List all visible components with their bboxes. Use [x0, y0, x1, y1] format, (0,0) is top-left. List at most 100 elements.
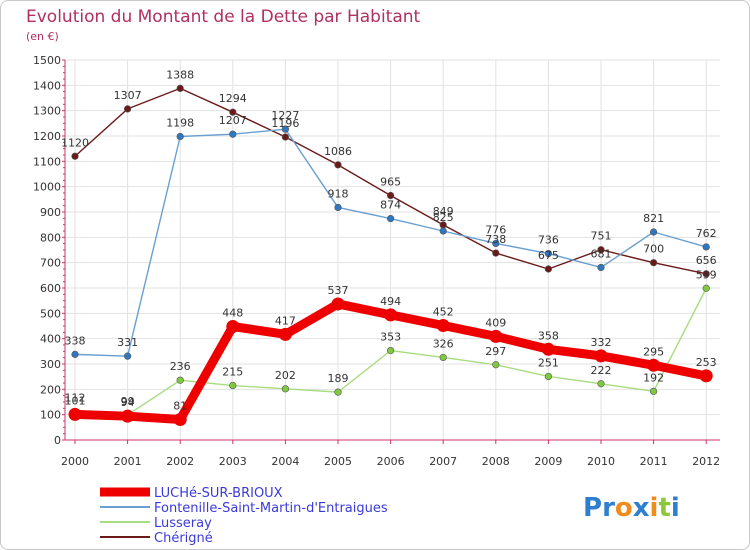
data-point: [334, 388, 342, 396]
data-point: [597, 246, 605, 254]
data-label: 1294: [219, 92, 247, 105]
legend-label: LUCHé-SUR-BRIOUX: [154, 486, 283, 501]
proxiti-logo: Proxiti: [583, 493, 680, 523]
data-point: [278, 327, 292, 341]
data-point: [387, 214, 395, 223]
logo-letter: r: [602, 493, 615, 523]
data-point: [387, 346, 395, 355]
data-point: [173, 412, 187, 426]
x-tick-label: 2001: [114, 455, 142, 468]
data-point: [123, 105, 132, 113]
data-point: [702, 284, 710, 292]
data-label: 681: [591, 247, 612, 260]
data-point: [226, 320, 240, 334]
data-label: 332: [591, 336, 612, 349]
data-point: [229, 108, 237, 116]
y-tick-label: 1300: [33, 105, 61, 118]
data-label: 1120: [61, 136, 89, 149]
data-point: [281, 125, 290, 133]
data-point: [649, 228, 658, 236]
data-label: 101: [65, 394, 86, 407]
data-point: [544, 265, 553, 273]
data-label: 202: [275, 369, 296, 382]
logo-letter: t: [658, 493, 670, 523]
x-tick-label: 2000: [61, 455, 89, 468]
data-point: [281, 133, 290, 141]
data-label: 253: [696, 356, 717, 369]
logo-letter: P: [583, 493, 602, 523]
data-label: 738: [485, 233, 506, 246]
data-label: 821: [643, 212, 664, 225]
series-layer: [68, 84, 713, 426]
data-label: 1086: [324, 145, 352, 158]
data-label: 331: [117, 336, 138, 349]
data-label: 1388: [166, 68, 194, 81]
x-tick-label: 2010: [587, 455, 615, 468]
data-label: 1227: [271, 109, 299, 122]
y-tick-label: 200: [40, 383, 61, 396]
data-point: [123, 352, 132, 360]
y-tick-label: 800: [40, 231, 61, 244]
data-label: 452: [433, 305, 454, 318]
data-point: [229, 381, 237, 390]
data-label: 1198: [166, 117, 194, 130]
y-tick-label: 1000: [33, 181, 61, 194]
data-point: [71, 152, 79, 160]
data-label: 1196: [271, 117, 299, 130]
data-point: [387, 191, 395, 200]
y-tick-label: 1500: [33, 54, 61, 67]
legend: LUCHé-SUR-BRIOUXFontenille-Saint-Martin-…: [100, 486, 388, 546]
x-tick-label: 2003: [219, 455, 247, 468]
logo-letter: x: [633, 493, 650, 523]
data-label: 700: [643, 243, 664, 256]
x-tick-label: 2008: [482, 455, 510, 468]
data-label: 295: [643, 345, 664, 358]
data-point: [229, 130, 237, 138]
data-point: [71, 350, 79, 358]
data-label: 918: [328, 187, 349, 200]
data-label: 825: [433, 211, 454, 224]
data-label: 81: [173, 399, 187, 412]
data-point: [384, 308, 398, 322]
x-tick-label: 2006: [377, 455, 405, 468]
x-tick-label: 2002: [166, 455, 194, 468]
y-tick-label: 300: [40, 358, 61, 371]
data-label: 297: [485, 345, 506, 358]
x-tick-label: 2012: [692, 455, 720, 468]
data-point: [489, 329, 503, 343]
data-label: 94: [121, 396, 135, 409]
data-labels: 1120 1307 1388 1294 1196 1086 965 849 738 675 751 7…: [61, 68, 717, 412]
data-label: 675: [538, 249, 559, 262]
data-label: 409: [485, 316, 506, 329]
data-label: 192: [643, 371, 664, 384]
data-point: [649, 387, 658, 395]
data-point: [492, 239, 500, 248]
logo-letter: o: [615, 493, 633, 523]
data-point: [334, 161, 342, 169]
data-label: 736: [538, 234, 559, 247]
data-label: 762: [696, 227, 717, 240]
data-label: 222: [591, 364, 612, 377]
data-point: [176, 132, 184, 141]
data-point: [121, 409, 135, 423]
data-point: [492, 249, 500, 257]
data-point: [544, 372, 553, 381]
data-label: 326: [433, 337, 454, 350]
y-tick-label: 500: [40, 307, 61, 320]
logo-text: Proxiti: [583, 493, 680, 523]
legend-label: Fontenille-Saint-Martin-d'Entraigues: [154, 501, 388, 516]
data-label: 236: [170, 360, 191, 373]
y-tick-label: 400: [40, 333, 61, 346]
x-tick-label: 2009: [534, 455, 562, 468]
data-label: 776: [485, 223, 506, 236]
data-label: 99: [121, 395, 135, 408]
data-label: 599: [696, 268, 717, 281]
data-point: [699, 369, 713, 383]
data-point: [68, 407, 82, 421]
x-tick-label: 2011: [640, 455, 668, 468]
grid: [65, 59, 720, 441]
y-tick-label: 900: [40, 206, 61, 219]
data-point: [439, 353, 447, 362]
data-label: 338: [65, 334, 86, 347]
